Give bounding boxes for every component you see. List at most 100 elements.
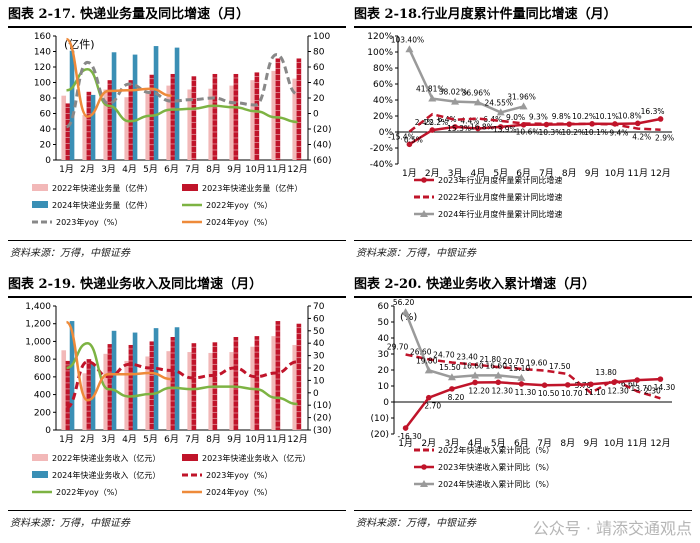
source-note: 资料来源：万得，中银证券 xyxy=(10,518,130,529)
y-tick-label: 400 xyxy=(34,391,51,401)
line-2024yoy xyxy=(65,320,172,402)
title-rule xyxy=(8,296,346,298)
x-tick-label: 12月 xyxy=(650,168,670,179)
bar-2022 xyxy=(292,344,298,430)
data-label: 22.2% xyxy=(424,118,448,127)
y-tick-label: 100% xyxy=(367,48,393,58)
legend-label: 2023年yoy（%） xyxy=(56,217,122,227)
x-tick-label: 3月 xyxy=(445,438,460,449)
x-tick-label: 11月 xyxy=(266,434,286,445)
data-point xyxy=(424,366,433,374)
data-point xyxy=(495,379,502,386)
data-label: 11.10 xyxy=(584,388,606,397)
y2-tick-label: 40 xyxy=(313,339,325,349)
x-tick-label: 8月 xyxy=(206,434,221,445)
data-label: 10.50 xyxy=(538,389,560,398)
y-tick-label: 20% xyxy=(373,112,393,122)
x-tick-label: 4月 xyxy=(468,438,483,449)
data-label: 31.96% xyxy=(507,92,536,101)
bar-2022 xyxy=(61,95,67,160)
y-tick-label: 200 xyxy=(34,408,51,418)
bar-2023 xyxy=(107,344,113,430)
y2-tick-label: (60) xyxy=(313,156,331,166)
bar-2022 xyxy=(187,352,193,430)
x-tick-label: 10月 xyxy=(604,438,624,449)
data-point xyxy=(657,376,664,382)
y2-tick-label: 40 xyxy=(313,79,325,89)
data-label: 0.5% xyxy=(404,136,423,145)
data-label: 15.10 xyxy=(509,364,531,373)
x-tick-label: 9月 xyxy=(227,164,242,175)
legend-swatch xyxy=(182,184,198,191)
source-rule xyxy=(8,240,346,241)
line-2023 xyxy=(404,377,661,429)
data-label: 4.2% xyxy=(632,133,651,142)
legend-marker xyxy=(420,210,428,217)
x-tick-label: 10月 xyxy=(605,168,625,179)
data-label: 9.4% xyxy=(609,128,628,137)
data-label: 29.70 xyxy=(387,342,409,351)
legend-label: 2022年yoy（%） xyxy=(206,200,272,210)
line-2022yoy xyxy=(66,68,298,124)
y-tick-label: -20% xyxy=(370,144,394,154)
data-label: -16.30 xyxy=(397,432,421,441)
data-label: 17.50 xyxy=(549,362,571,371)
source-rule xyxy=(8,510,346,511)
bar-2022 xyxy=(145,91,151,160)
chart-title: 图表 2-19. 快递业务收入及同比增速（月） xyxy=(8,277,263,292)
bar-2023 xyxy=(191,343,197,430)
x-tick-label: 8月 xyxy=(206,164,221,175)
data-point xyxy=(447,373,456,381)
x-tick-label: 5月 xyxy=(143,164,158,175)
x-tick-label: 11月 xyxy=(628,168,648,179)
y-tick-label: 0 xyxy=(383,398,389,408)
y2-tick-label: 70 xyxy=(313,302,325,312)
chart-title: 图表 2-17. 快递业务量及同比增速（月） xyxy=(8,7,250,22)
data-label: 2.70 xyxy=(424,402,441,411)
y-tick-label: 10 xyxy=(378,382,390,392)
bar-2024 xyxy=(90,94,96,160)
data-point xyxy=(496,108,505,116)
bar-2023 xyxy=(149,341,155,430)
title-rule xyxy=(354,26,692,28)
y-tick-label: 30 xyxy=(378,350,390,360)
x-tick-label: 2月 xyxy=(80,434,95,445)
data-label: 10.3% xyxy=(539,128,563,137)
data-label: 19.80 xyxy=(416,356,438,365)
y2-tick-label: 100 xyxy=(313,32,330,42)
legend-label: 2024年快递收入累计同比（%） xyxy=(438,479,554,489)
legend-label: 2022年yoy（%） xyxy=(56,487,122,497)
x-tick-label: 10月 xyxy=(245,434,265,445)
y-tick-label: 0 xyxy=(45,426,51,436)
x-tick-label: 11月 xyxy=(266,164,286,175)
data-point xyxy=(611,379,617,386)
y2-tick-label: (10) xyxy=(313,401,331,411)
y2-tick-label: 80 xyxy=(313,48,325,58)
legend-label: 2023年yoy（%） xyxy=(206,470,272,480)
panel-cumulative-revenue-growth: 图表 2-20. 快递业务收入累计增速（月） (20) (10) 0 10 20 30 40… xyxy=(354,274,692,540)
y2-tick-label: 0 xyxy=(313,389,319,399)
bar-2022 xyxy=(208,88,214,160)
y-tick-label: 0 xyxy=(45,156,51,166)
legend-label: 2023年快递业务收入（亿元） xyxy=(202,453,310,463)
bar-2024 xyxy=(132,332,138,430)
bar-2022 xyxy=(103,89,109,160)
chart-cumulative-volume-growth: -40% -20% 0% 20% 40% 60% 80% 100% 120% 1月 2月 3月 4月 5月… xyxy=(367,32,674,219)
bar-2023 xyxy=(254,72,260,160)
legend-label: 2024年yoy（%） xyxy=(206,217,272,227)
data-point xyxy=(518,381,525,387)
chart-title: 图表 2-18.行业月度累计件量同比增速（月） xyxy=(354,7,617,22)
bar-2022 xyxy=(103,353,109,430)
data-point xyxy=(519,102,528,110)
data-label: 12.30 xyxy=(492,386,514,395)
bar-2023 xyxy=(296,323,302,430)
legend-label: 2023年快递业务量（亿件） xyxy=(202,183,302,193)
data-label: 9.3% xyxy=(529,113,548,122)
data-label: 13.80 xyxy=(595,368,617,377)
x-tick-label: 10月 xyxy=(245,164,265,175)
x-tick-label: 6月 xyxy=(516,168,531,179)
panel-business-revenue: 图表 2-19. 快递业务收入及同比增速（月） 0 200 400 600 800 1,0… xyxy=(8,274,346,540)
y-tick-label: 40% xyxy=(373,96,393,106)
legend-swatch xyxy=(32,201,48,208)
data-label: 12.20 xyxy=(468,386,490,395)
